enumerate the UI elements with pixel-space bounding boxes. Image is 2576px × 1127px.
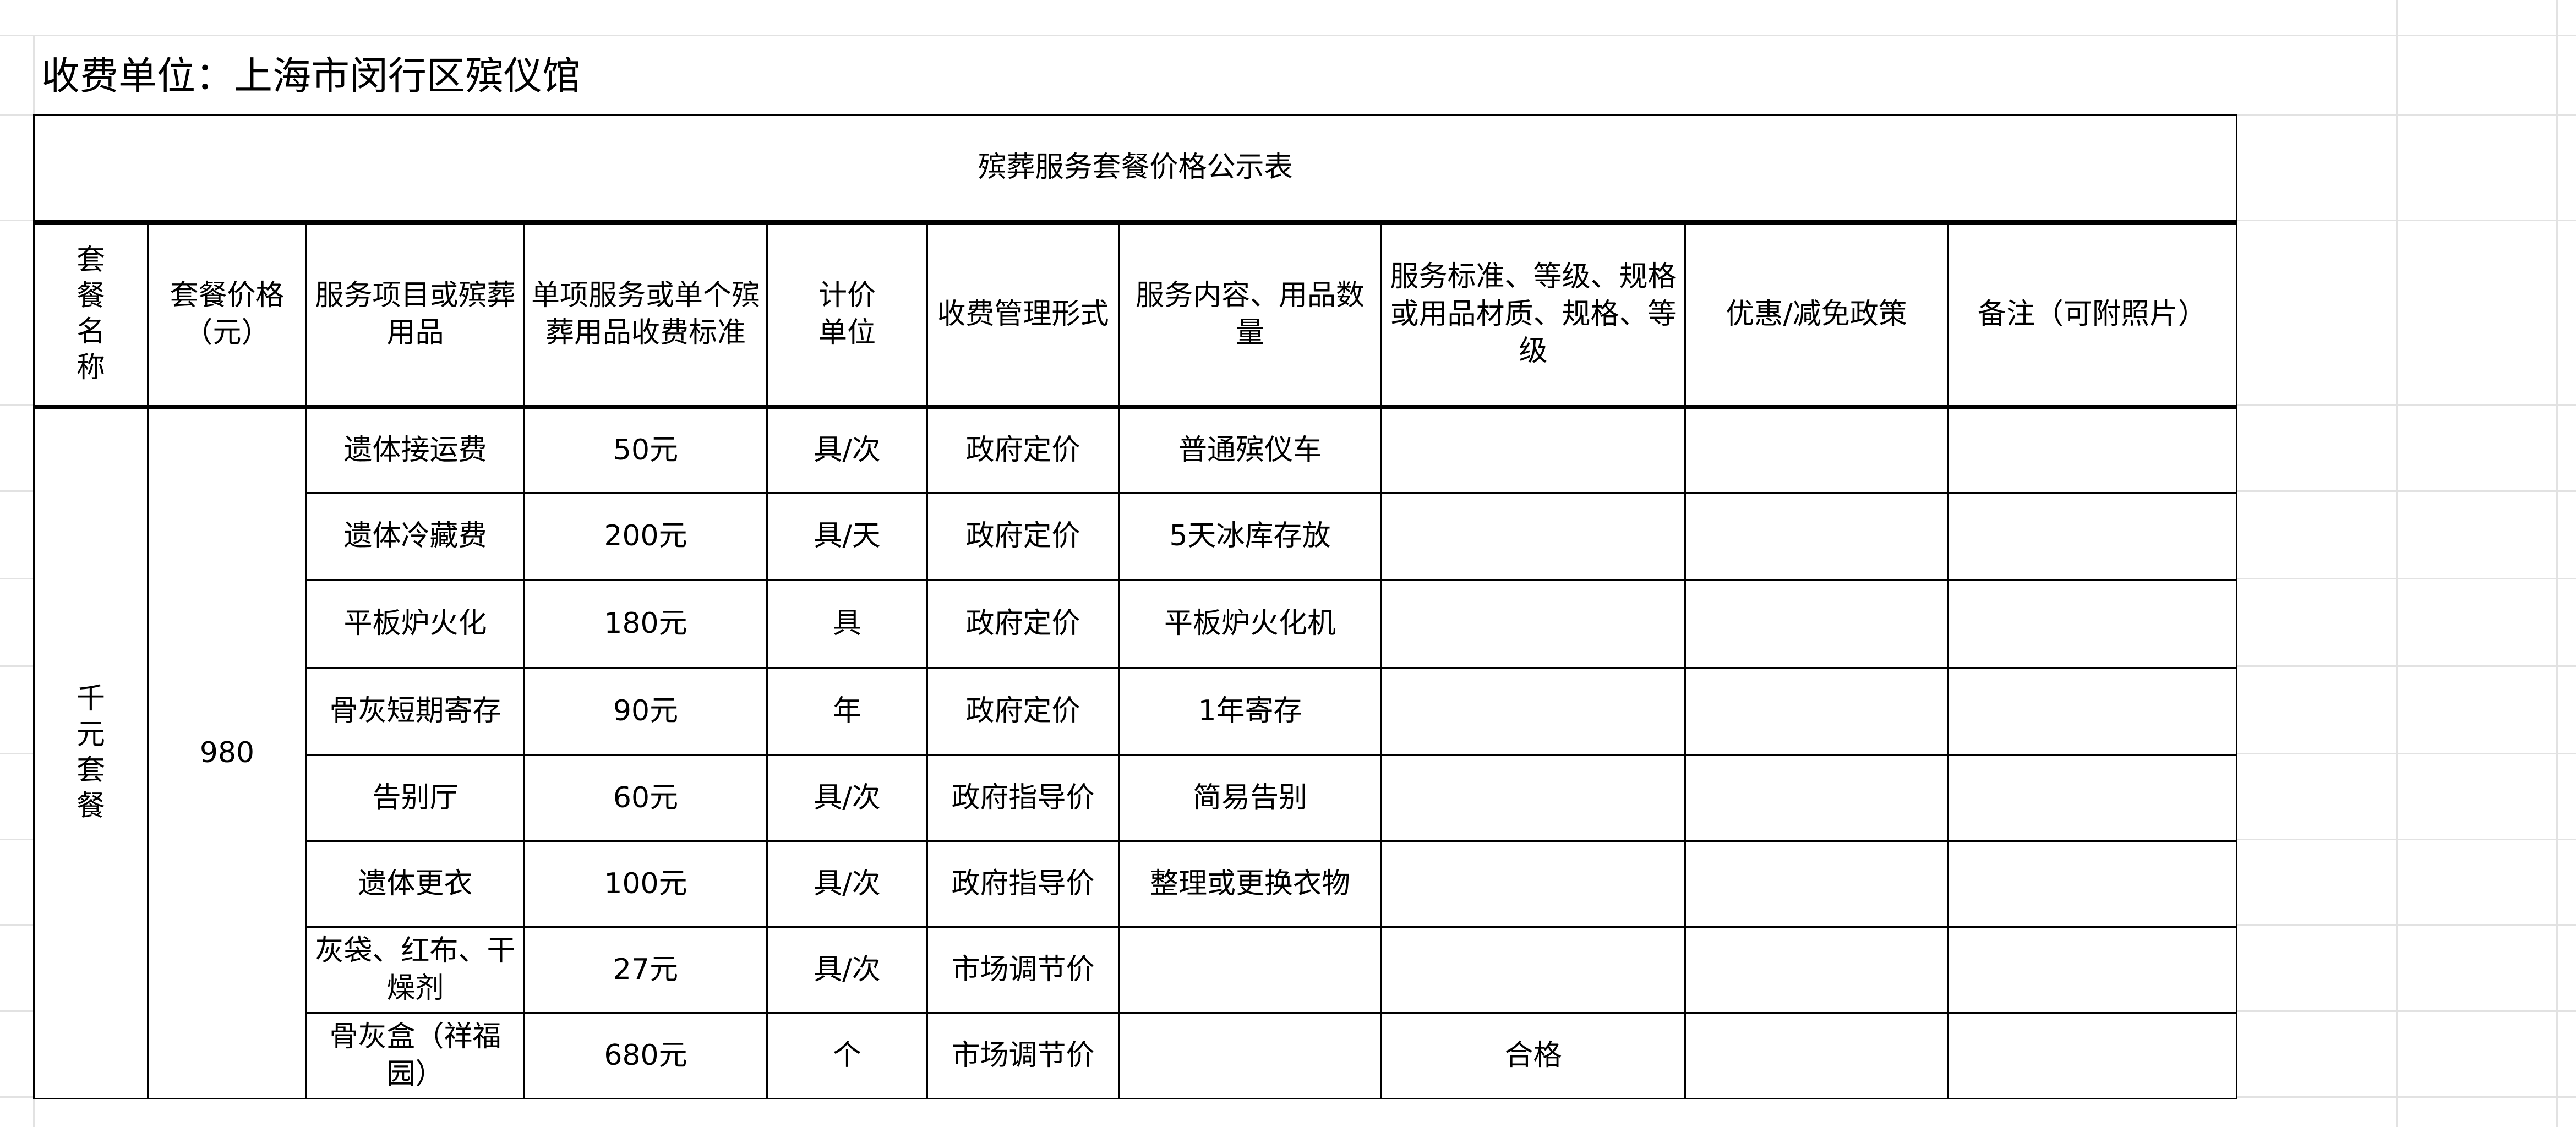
service-item: 遗体更衣 — [305, 840, 525, 928]
standard — [1380, 404, 1686, 494]
remark — [1947, 840, 2237, 928]
mgmt-form: 政府指导价 — [926, 754, 1120, 842]
col-header-standard: 服务标准、等级、规格或用品材质、规格、等级 — [1380, 220, 1686, 408]
content: 平板炉火化机 — [1118, 579, 1382, 669]
content: 普通殡仪车 — [1118, 404, 1382, 494]
service-item: 告别厅 — [305, 754, 525, 842]
remark — [1947, 492, 2237, 581]
fee: 100元 — [523, 840, 768, 928]
remark — [1947, 1012, 2237, 1099]
fee: 90元 — [523, 667, 768, 756]
col-header-fee-standard: 单项服务或单个殡葬用品收费标准 — [523, 220, 768, 408]
unit: 具/次 — [766, 926, 928, 1014]
table-row: 平板炉火化 180元 具 政府定价 平板炉火化机 — [34, 579, 2237, 669]
service-item: 灰袋、红布、干燥剂 — [305, 926, 525, 1014]
discount — [1684, 492, 1949, 581]
col-header-discount: 优惠/减免政策 — [1684, 220, 1949, 408]
standard — [1380, 667, 1686, 756]
fee: 60元 — [523, 754, 768, 842]
remark — [1947, 926, 2237, 1014]
standard — [1380, 492, 1686, 581]
remark — [1947, 754, 2237, 842]
service-item: 平板炉火化 — [305, 579, 525, 669]
content: 简易告别 — [1118, 754, 1382, 842]
standard — [1380, 754, 1686, 842]
content — [1118, 926, 1382, 1014]
content: 1年寄存 — [1118, 667, 1382, 756]
sheet-gridline — [2556, 0, 2558, 1127]
standard — [1380, 840, 1686, 928]
fee: 27元 — [523, 926, 768, 1014]
table-row: 骨灰盒（祥福园） 680元 个 市场调节价 合格 — [34, 1012, 2237, 1099]
discount — [1684, 754, 1949, 842]
col-header-package-price: 套餐价格（元） — [147, 220, 307, 408]
col-header-unit: 计价单位 — [766, 220, 928, 408]
standard — [1380, 579, 1686, 669]
mgmt-form: 政府定价 — [926, 492, 1120, 581]
mgmt-form: 市场调节价 — [926, 926, 1120, 1014]
col-header-service-item: 服务项目或殡葬用品 — [305, 220, 525, 408]
mgmt-form: 政府定价 — [926, 404, 1120, 494]
unit: 个 — [766, 1012, 928, 1099]
service-item: 骨灰盒（祥福园） — [305, 1012, 525, 1099]
content — [1118, 1012, 1382, 1099]
table-row: 千元套餐 980 遗体接运费 50元 具/次 政府定价 普通殡仪车 — [33, 404, 2237, 1099]
unit: 具/天 — [766, 492, 928, 581]
package-price: 980 — [147, 404, 307, 1099]
remark — [1947, 579, 2237, 669]
col-header-content: 服务内容、用品数量 — [1118, 220, 1382, 408]
col-header-mgmt-form: 收费管理形式 — [926, 220, 1120, 408]
mgmt-form: 政府定价 — [926, 579, 1120, 669]
discount — [1684, 840, 1949, 928]
sheet-gridline — [2396, 0, 2398, 1127]
service-item: 遗体接运费 — [305, 404, 525, 494]
col-header-package-name: 套餐名称 — [33, 220, 149, 408]
mgmt-form: 政府指导价 — [926, 840, 1120, 928]
table-row: 骨灰短期寄存 90元 年 政府定价 1年寄存 — [34, 667, 2237, 756]
standard — [1380, 926, 1686, 1014]
unit: 年 — [766, 667, 928, 756]
discount — [1684, 404, 1949, 494]
fee-unit-title: 收费单位：上海市闵行区殡仪馆 — [41, 53, 581, 99]
table-row: 遗体更衣 100元 具/次 政府指导价 整理或更换衣物 — [34, 840, 2237, 928]
fee: 680元 — [523, 1012, 768, 1099]
package-name: 千元套餐 — [33, 404, 149, 1099]
discount — [1684, 1012, 1949, 1099]
col-header-remark: 备注（可附照片） — [1947, 220, 2237, 408]
service-item: 骨灰短期寄存 — [305, 667, 525, 756]
discount — [1684, 667, 1949, 756]
mgmt-form: 市场调节价 — [926, 1012, 1120, 1099]
unit: 具/次 — [766, 404, 928, 494]
content: 整理或更换衣物 — [1118, 840, 1382, 928]
table-row: 灰袋、红布、干燥剂 27元 具/次 市场调节价 — [34, 926, 2237, 1014]
remark — [1947, 404, 2237, 494]
table-title: 殡葬服务套餐价格公示表 — [33, 114, 2237, 223]
table-row: 告别厅 60元 具/次 政府指导价 简易告别 — [34, 754, 2237, 842]
service-item: 遗体冷藏费 — [305, 492, 525, 581]
fee: 200元 — [523, 492, 768, 581]
sheet-gridline — [0, 35, 2576, 36]
fee: 50元 — [523, 404, 768, 494]
standard: 合格 — [1380, 1012, 1686, 1099]
header-row: 套餐名称 套餐价格（元） 服务项目或殡葬用品 单项服务或单个殡葬用品收费标准 计… — [33, 220, 2237, 408]
table-row: 遗体冷藏费 200元 具/天 政府定价 5天冰库存放 — [34, 492, 2237, 581]
discount — [1684, 926, 1949, 1014]
fee: 180元 — [523, 579, 768, 669]
remark — [1947, 667, 2237, 756]
unit: 具/次 — [766, 754, 928, 842]
discount — [1684, 579, 1949, 669]
mgmt-form: 政府定价 — [926, 667, 1120, 756]
unit: 具 — [766, 579, 928, 669]
unit: 具/次 — [766, 840, 928, 928]
content: 5天冰库存放 — [1118, 492, 1382, 581]
price-table: 殡葬服务套餐价格公示表 套餐名称 套餐价格（元） 服务项目或殡葬用品 单项服务或… — [33, 114, 2237, 1099]
